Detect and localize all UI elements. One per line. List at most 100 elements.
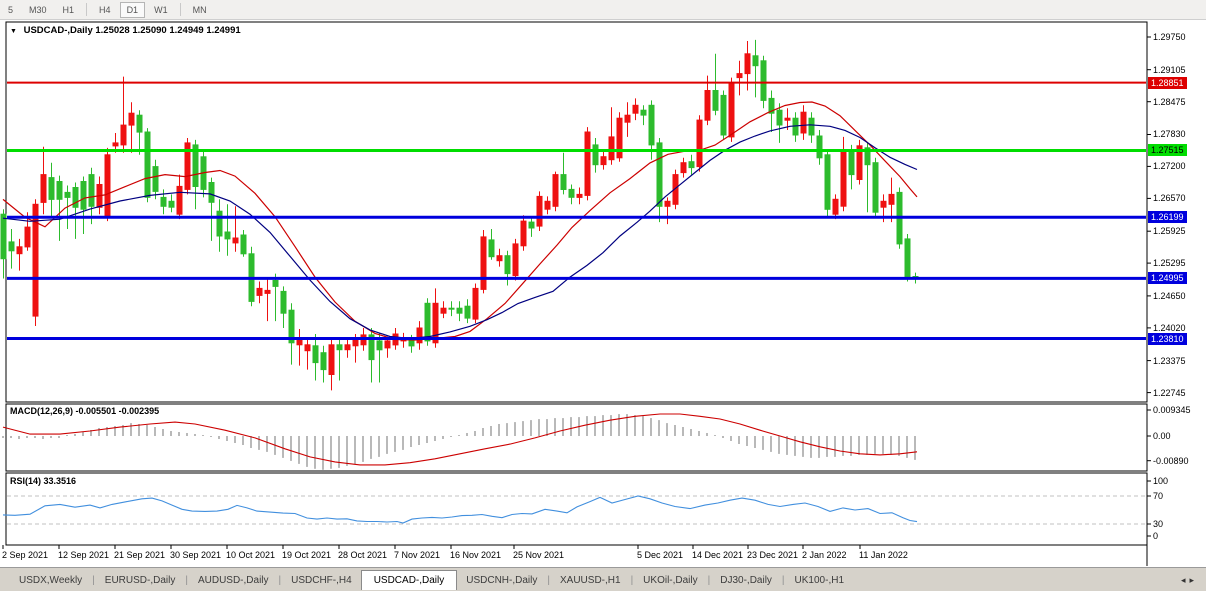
tab-scroll-left-icon[interactable]: ◂	[1180, 574, 1190, 585]
candle-body	[744, 53, 751, 75]
candle-body	[552, 174, 559, 207]
tab-separator: |	[278, 574, 282, 586]
candle-body	[288, 309, 295, 344]
candle-body	[504, 255, 511, 275]
toolbar-separator	[179, 3, 181, 16]
candle-body	[32, 203, 39, 317]
candle-body	[568, 188, 575, 198]
candle-body	[112, 142, 119, 147]
candle-body	[784, 117, 791, 121]
candle-body	[736, 73, 743, 79]
candle-body	[488, 239, 495, 258]
candle-body	[688, 161, 695, 169]
date-label: 25 Nov 2021	[513, 550, 565, 560]
candle-body	[128, 112, 135, 126]
tab-separator: |	[781, 574, 785, 586]
tab-usdcad-daily[interactable]: USDCAD-,Daily	[360, 570, 458, 590]
tab-uk100-h1[interactable]: UK100-,H1	[794, 574, 844, 586]
ma-fast-line	[2, 101, 918, 341]
date-label: 11 Jan 2022	[859, 550, 908, 560]
price-line-tag: 1.28851	[1148, 77, 1187, 89]
candle-body	[336, 344, 343, 351]
chart-tabs: USDX,Weekly | EURUSD-,Daily | AUDUSD-,Daily |…	[0, 567, 1206, 591]
candle-body	[520, 220, 527, 247]
candle-body	[72, 187, 79, 208]
date-label: 10 Oct 2021	[226, 550, 276, 560]
candle-body	[856, 145, 863, 181]
date-label: 2 Sep 2021	[2, 550, 49, 560]
candle-body	[576, 193, 583, 198]
candle-body	[352, 339, 359, 347]
candle-body	[176, 185, 183, 215]
timeframe-button-d1[interactable]: D1	[119, 1, 146, 18]
candle-body	[344, 344, 351, 351]
candle-body	[384, 340, 391, 349]
chevron-down-icon[interactable]: ▼	[10, 28, 17, 35]
timeframe-button-h4[interactable]: H4	[99, 4, 111, 15]
tab-usdcnh-daily[interactable]: USDCNH-,Daily	[466, 574, 538, 586]
candle-body	[624, 114, 631, 123]
candle-body	[776, 109, 783, 126]
candle-body	[544, 200, 551, 210]
price-axis-label: 1.24650	[1153, 291, 1186, 301]
candle-body	[240, 234, 247, 255]
timeframe-button-h1[interactable]: H1	[62, 4, 75, 15]
candle-body	[432, 302, 439, 344]
candle-body	[608, 136, 615, 161]
candle-body	[656, 142, 663, 207]
chart-ohlc-values: 1.25028 1.25090 1.24949 1.24991	[95, 25, 241, 36]
candle-body	[208, 182, 215, 203]
candle-body	[272, 280, 279, 287]
date-label: 28 Oct 2021	[338, 550, 388, 560]
candle-body	[160, 196, 167, 207]
tab-audusd-daily[interactable]: AUDUSD-,Daily	[197, 574, 269, 586]
price-axis-label: 1.25925	[1153, 226, 1186, 236]
price-line-tag: 1.24995	[1148, 272, 1187, 284]
tab-scroll-right-icon[interactable]: ▸	[1189, 574, 1198, 585]
tab-ukoil-daily[interactable]: UKOil-,Daily	[643, 574, 698, 586]
price-axis-label: 1.25295	[1153, 258, 1186, 268]
price-axis-label: 1.24020	[1153, 323, 1186, 333]
tab-xauusd-h1[interactable]: XAUUSD-,H1	[559, 574, 621, 586]
date-label: 12 Sep 2021	[58, 550, 110, 560]
timeframe-button-mn[interactable]: MN	[192, 4, 207, 15]
date-label: 19 Oct 2021	[282, 550, 332, 560]
candle-body	[120, 124, 127, 146]
candle-body	[560, 174, 567, 191]
candle-body	[0, 213, 7, 260]
price-axis-label: 1.28475	[1153, 97, 1186, 107]
candle-body	[888, 193, 895, 205]
candle-body	[40, 174, 47, 203]
candle-body	[800, 111, 807, 134]
date-label: 7 Nov 2021	[394, 550, 441, 560]
candle-body	[56, 181, 63, 200]
candle-body	[584, 131, 591, 196]
macd-axis-label: 0.00	[1153, 431, 1171, 441]
timeframe-button-m30[interactable]: M30	[29, 4, 47, 15]
candle-body	[704, 90, 711, 121]
tab-usdchf-h4[interactable]: USDCHF-,H4	[291, 574, 352, 586]
tab-eurusd-daily[interactable]: EURUSD-,Daily	[104, 574, 176, 586]
price-axis-label: 1.27830	[1153, 129, 1186, 139]
candle-body	[768, 97, 775, 114]
date-label: 2 Jan 2022	[802, 550, 847, 560]
macd-pane-label: MACD(12,26,9) -0.005501 -0.002395	[10, 406, 160, 416]
price-line-tag: 1.23810	[1148, 333, 1187, 345]
candle-body	[168, 200, 175, 208]
candle-body	[640, 109, 647, 116]
timeframe-button-w1[interactable]: W1	[154, 4, 168, 15]
candle-body	[824, 154, 831, 210]
candle-body	[440, 307, 447, 314]
timeframe-button-5[interactable]: 5	[8, 4, 14, 15]
macd-signal-line	[2, 413, 918, 466]
candle-body	[648, 104, 655, 146]
tab-dj30-daily[interactable]: DJ30-,Daily	[720, 574, 772, 586]
candle-body	[224, 231, 231, 240]
candle-body	[808, 117, 815, 136]
candle-body	[152, 166, 159, 192]
rsi-axis-label: 70	[1153, 491, 1164, 501]
rsi-axis-label: 30	[1153, 519, 1164, 529]
candle-body	[752, 55, 759, 67]
tab-usdx-weekly[interactable]: USDX,Weekly	[19, 574, 83, 586]
